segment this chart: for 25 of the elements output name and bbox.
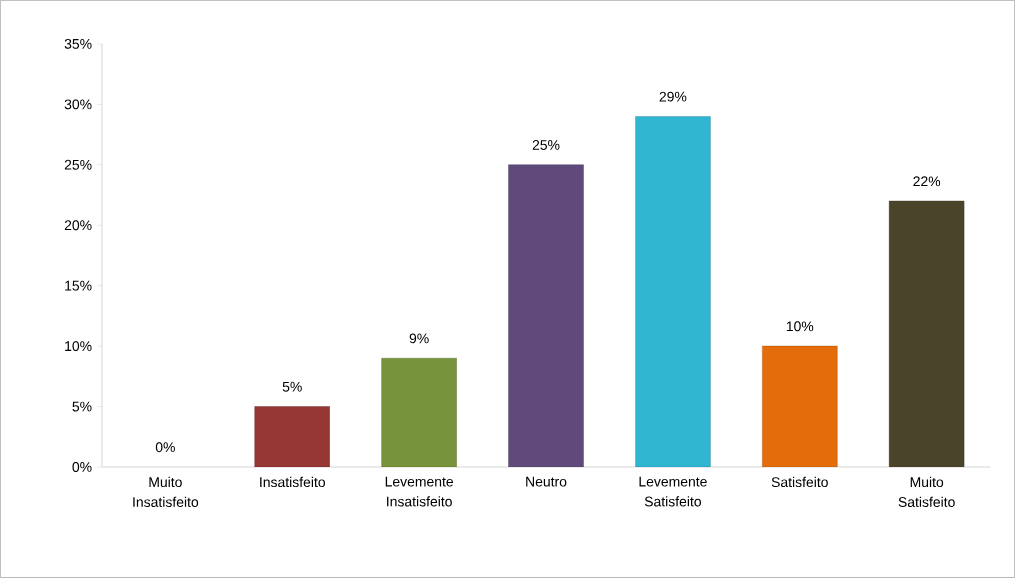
y-tick-label: 10% — [65, 341, 92, 352]
x-tick-label: Levemente Satisfeito — [639, 476, 707, 507]
x-tick-label: Neutro — [526, 476, 567, 487]
y-tick-label: 35% — [64, 39, 92, 49]
y-tick-label: 15% — [65, 280, 92, 291]
bar — [635, 116, 711, 468]
bar — [254, 406, 330, 468]
y-tick-label: 0% — [72, 462, 92, 472]
y-tick-label: 20% — [64, 220, 92, 231]
x-tick-label: Levemente Insatisfeito — [385, 476, 454, 507]
data-label: 29% — [659, 91, 687, 102]
data-label: 9% — [409, 333, 429, 344]
data-label: 0% — [155, 442, 175, 453]
y-tick-label: 5% — [72, 401, 92, 412]
y-tick-label: 25% — [64, 159, 92, 170]
data-label: 25% — [532, 140, 560, 150]
data-label: 22% — [913, 176, 941, 187]
x-tick-label: Muito Insatisfeito — [133, 476, 199, 508]
data-label: 5% — [282, 381, 302, 392]
x-tick-label: Muito Satisfeito — [898, 476, 955, 508]
y-tick-label: 30% — [64, 99, 92, 110]
x-tick-label: Insatisfeito — [260, 476, 326, 488]
bar — [508, 164, 584, 468]
data-label: 10% — [786, 321, 814, 332]
x-tick-label: Satisfeito — [771, 476, 828, 488]
